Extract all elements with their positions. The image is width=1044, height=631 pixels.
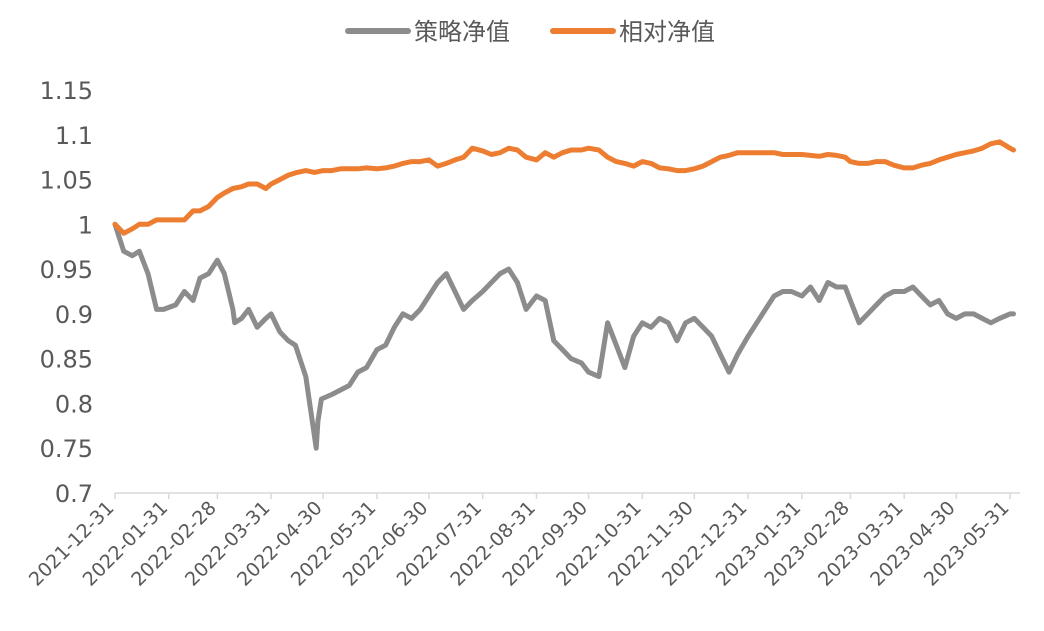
- legend: 策略净值 相对净值: [345, 18, 715, 46]
- y-axis-ticks: 0.7 0.75 0.8 0.85 0.9 0.95 1 1.05 1.1 1.15: [40, 77, 93, 508]
- y-tick-label: 1: [78, 211, 93, 239]
- series-line-strategy: [112, 221, 1016, 451]
- y-tick-label: 0.95: [40, 256, 93, 284]
- x-axis-ticks: 2021-12-312022-01-312022-02-282022-03-31…: [25, 493, 1014, 591]
- y-tick-label: 0.85: [40, 346, 93, 374]
- y-tick-label: 1.15: [40, 77, 93, 105]
- legend-label-strategy: 策略净值: [414, 18, 510, 46]
- series-layer: [112, 139, 1016, 451]
- y-tick-label: 1.1: [55, 122, 93, 150]
- legend-label-relative: 相对净值: [619, 18, 715, 46]
- y-tick-label: 0.7: [55, 480, 93, 508]
- y-tick-label: 0.8: [55, 390, 93, 418]
- y-tick-label: 0.9: [55, 301, 93, 329]
- y-tick-label: 1.05: [40, 167, 93, 195]
- series-line-relative: [112, 139, 1016, 236]
- y-tick-label: 0.75: [40, 435, 93, 463]
